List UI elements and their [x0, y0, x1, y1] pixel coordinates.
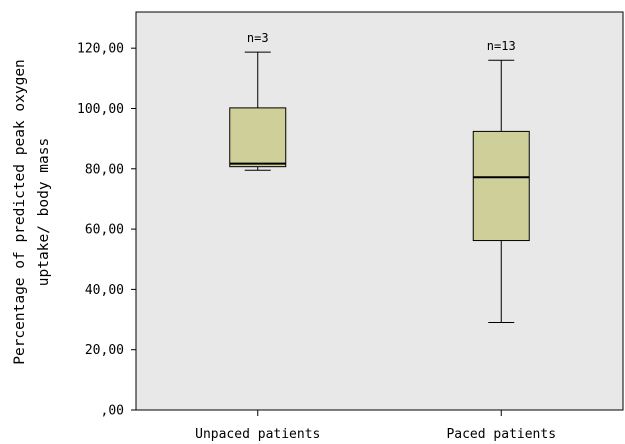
iqr-box — [229, 107, 287, 168]
y-tick-label: 80,00 — [85, 162, 124, 177]
x-axis: Unpaced patients Paced patients — [195, 410, 556, 442]
sample-size-label: n=3 — [247, 31, 269, 45]
x-tick-label: Paced patients — [446, 427, 556, 442]
y-axis-label-line-1: Percentage of predicted peak oxygen — [12, 59, 28, 365]
y-tick-label: 100,00 — [77, 102, 124, 117]
y-axis: ,00 20,00 40,00 60,00 80,00 100,00 120,00 — [77, 42, 136, 419]
sample-size-label: n=13 — [487, 39, 516, 53]
y-tick-label: 60,00 — [85, 223, 124, 238]
y-axis-label-line-2: uptake/ body mass — [36, 138, 52, 286]
x-tick-label: Unpaced patients — [195, 427, 320, 442]
iqr-box — [472, 130, 530, 242]
plot-area — [135, 11, 624, 411]
boxes-layer: n=3 n=13 — [229, 31, 530, 324]
box-1: n=3 — [229, 31, 287, 171]
box-2: n=13 — [472, 39, 530, 324]
y-tick-label: 40,00 — [85, 283, 124, 298]
y-tick-label: 120,00 — [77, 42, 124, 57]
y-tick-label: ,00 — [101, 404, 124, 419]
y-tick-label: 20,00 — [85, 343, 124, 358]
